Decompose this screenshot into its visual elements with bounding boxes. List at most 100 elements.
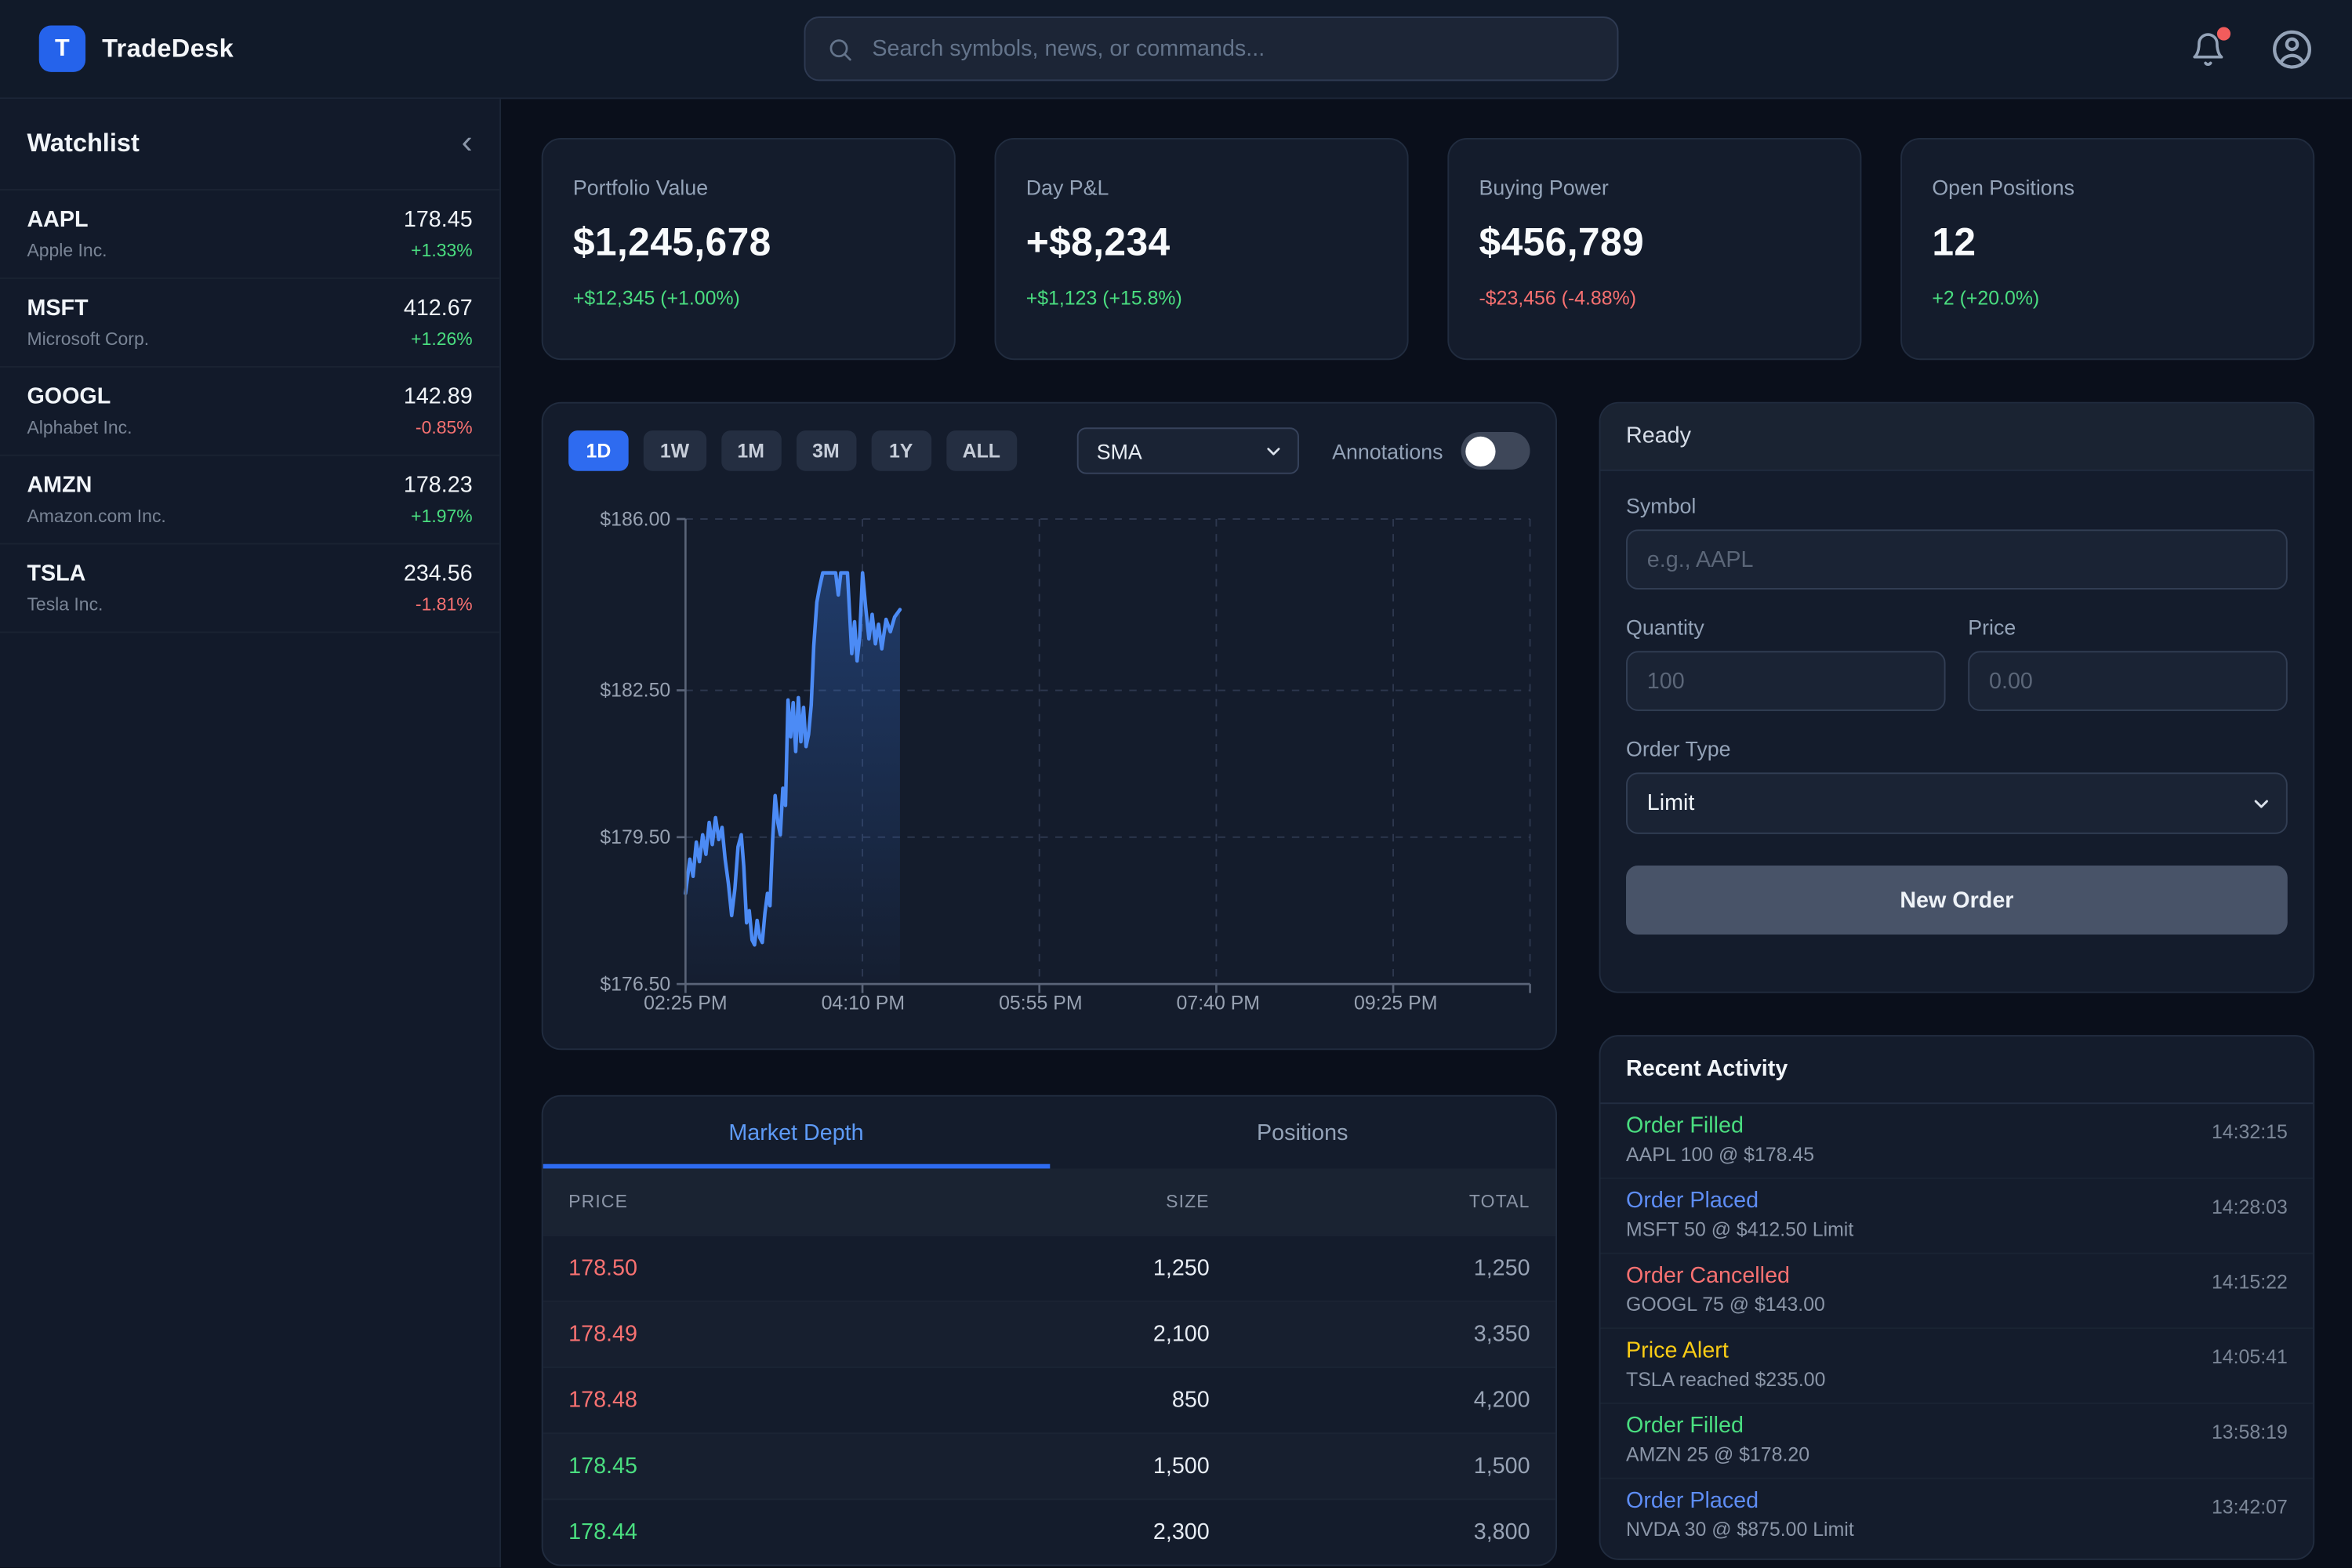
depth-size: 2,100 bbox=[1152, 1321, 1210, 1348]
depth-price: 178.49 bbox=[568, 1321, 637, 1348]
activity-detail: AAPL 100 @ $178.45 bbox=[1626, 1142, 1815, 1166]
price-input[interactable] bbox=[1968, 651, 2288, 711]
activity-detail: TSLA reached $235.00 bbox=[1626, 1367, 1826, 1391]
price-label: Price bbox=[1968, 615, 2016, 640]
depth-size: 2,300 bbox=[1152, 1519, 1210, 1545]
depth-tabs: Market Depth Positions bbox=[543, 1097, 1555, 1169]
depth-table-header: PRICE SIZE TOTAL bbox=[543, 1168, 1556, 1235]
symbol-input[interactable] bbox=[1626, 529, 2288, 590]
indicator-select[interactable]: SMA bbox=[1076, 427, 1300, 474]
watchlist-company: Tesla Inc. bbox=[27, 593, 103, 615]
new-order-button[interactable]: New Order bbox=[1626, 865, 2288, 935]
order-type-label: Order Type bbox=[1626, 736, 1731, 761]
watchlist-price: 412.67 bbox=[403, 295, 473, 321]
sidebar-collapse-button[interactable]: ‹ bbox=[461, 122, 473, 161]
timeframe-1y-button[interactable]: 1Y bbox=[870, 430, 931, 471]
activity-item: Order Filled AAPL 100 @ $178.45 14:32:15 bbox=[1600, 1104, 2313, 1178]
tab-positions[interactable]: Positions bbox=[1256, 1120, 1348, 1145]
y-tick-label: $182.50 bbox=[600, 679, 671, 702]
watchlist-header: Watchlist ‹ bbox=[0, 99, 500, 191]
watchlist-company: Apple Inc. bbox=[27, 240, 107, 261]
timeframe-buttons: 1D 1W 1M 3M 1Y ALL bbox=[568, 430, 1018, 471]
depth-row[interactable]: 178.45 1,500 1,500 bbox=[543, 1432, 1556, 1498]
activity-detail: GOOGL 75 @ $143.00 bbox=[1626, 1293, 1825, 1316]
main-content: Portfolio Value $1,245,678 +$12,345 (+1.00… bbox=[501, 99, 2352, 1567]
recent-activity-title: Recent Activity bbox=[1600, 1036, 2314, 1105]
x-tick-label: 07:40 PM bbox=[1176, 991, 1261, 1014]
toggle-knob bbox=[1465, 435, 1496, 466]
stat-change: +$12,345 (+1.00%) bbox=[572, 286, 740, 310]
timeframe-3m-button[interactable]: 3M bbox=[796, 430, 856, 471]
stat-change: +2 (+20.0%) bbox=[1932, 286, 2040, 310]
watchlist-symbol: TSLA bbox=[27, 561, 86, 587]
depth-row[interactable]: 178.50 1,250 1,250 bbox=[543, 1234, 1556, 1301]
chart-controls: 1D 1W 1M 3M 1Y ALL SMA bbox=[568, 427, 1530, 474]
timeframe-1d-button[interactable]: 1D bbox=[568, 430, 629, 471]
depth-total: 3,800 bbox=[1473, 1519, 1530, 1545]
search-input[interactable] bbox=[869, 34, 1597, 64]
watchlist-price: 142.89 bbox=[403, 383, 473, 410]
quantity-input[interactable] bbox=[1626, 651, 1946, 711]
activity-detail: AMZN 25 @ $178.20 bbox=[1626, 1443, 1810, 1466]
price-chart-plot[interactable]: $186.00 $182.50 $179.50 $176.50 bbox=[600, 508, 1531, 995]
tab-market-depth[interactable]: Market Depth bbox=[543, 1097, 1050, 1169]
depth-price: 178.48 bbox=[568, 1387, 637, 1414]
watchlist-company: Amazon.com Inc. bbox=[27, 505, 166, 527]
order-type-select[interactable]: Limit bbox=[1626, 772, 2288, 834]
watchlist-company: Microsoft Corp. bbox=[27, 328, 150, 350]
bell-icon bbox=[2193, 32, 2223, 65]
stat-change: -$23,456 (-4.88%) bbox=[1479, 286, 1636, 310]
stat-label: Day P&L bbox=[1025, 175, 1109, 200]
depth-row[interactable]: 178.49 2,100 3,350 bbox=[543, 1300, 1556, 1367]
activity-type: Order Filled bbox=[1626, 1112, 1744, 1139]
notifications-button[interactable] bbox=[2190, 26, 2231, 67]
stat-value: $1,245,678 bbox=[572, 219, 771, 264]
price-chart-card: 1D 1W 1M 3M 1Y ALL SMA bbox=[541, 401, 1558, 1051]
x-tick-label: 02:25 PM bbox=[644, 991, 728, 1014]
brand: T TradeDesk bbox=[38, 25, 234, 72]
user-avatar-icon bbox=[2273, 29, 2311, 68]
stat-cards: Portfolio Value $1,245,678 +$12,345 (+1.00… bbox=[541, 138, 2315, 361]
column-header-price: PRICE bbox=[568, 1191, 629, 1212]
depth-row[interactable]: 178.44 2,300 3,800 bbox=[543, 1498, 1556, 1564]
activity-type: Order Cancelled bbox=[1626, 1262, 1790, 1289]
indicator-select-wrap: SMA bbox=[1076, 427, 1300, 474]
top-bar: T TradeDesk bbox=[0, 0, 2352, 100]
watchlist-item-googl[interactable]: GOOGL Alphabet Inc. 142.89 -0.85% bbox=[0, 368, 500, 456]
global-search[interactable] bbox=[804, 16, 1620, 82]
recent-activity-card: Recent Activity Order Filled AAPL 100 @ $… bbox=[1599, 1035, 2315, 1560]
depth-price: 178.45 bbox=[568, 1453, 637, 1479]
timeframe-1w-button[interactable]: 1W bbox=[643, 430, 706, 471]
watchlist-symbol: AMZN bbox=[27, 472, 93, 499]
watchlist-item-msft[interactable]: MSFT Microsoft Corp. 412.67 +1.26% bbox=[0, 279, 500, 368]
depth-row[interactable]: 178.48 850 4,200 bbox=[543, 1367, 1556, 1432]
watchlist-items: AAPL Apple Inc. 178.45 +1.33% MSFT Microsoft … bbox=[0, 191, 500, 633]
brand-logo: T bbox=[38, 25, 86, 72]
user-menu-button[interactable] bbox=[2271, 27, 2314, 70]
activity-time: 14:32:15 bbox=[2211, 1120, 2288, 1143]
price-line-chart bbox=[677, 517, 1531, 993]
order-type-select-wrap: Limit bbox=[1626, 772, 2288, 834]
activity-type: Order Placed bbox=[1626, 1188, 1759, 1214]
watchlist-change: +1.26% bbox=[411, 328, 473, 350]
watchlist-item-amzn[interactable]: AMZN Amazon.com Inc. 178.23 +1.97% bbox=[0, 456, 500, 545]
depth-total: 1,500 bbox=[1473, 1453, 1530, 1479]
order-form-card: Ready Symbol Quantity Price bbox=[1599, 401, 2315, 993]
stat-value: 12 bbox=[1932, 219, 1976, 264]
symbol-label: Symbol bbox=[1626, 493, 1697, 518]
x-tick-label: 05:55 PM bbox=[999, 991, 1083, 1014]
activity-time: 14:05:41 bbox=[2211, 1345, 2288, 1368]
watchlist-change: -1.81% bbox=[415, 593, 473, 615]
watchlist-change: -0.85% bbox=[415, 416, 473, 438]
watchlist-item-aapl[interactable]: AAPL Apple Inc. 178.45 +1.33% bbox=[0, 191, 500, 279]
x-tick-label: 09:25 PM bbox=[1354, 991, 1438, 1014]
stat-label: Open Positions bbox=[1932, 175, 2075, 200]
timeframe-1m-button[interactable]: 1M bbox=[720, 430, 781, 471]
annotations-toggle[interactable] bbox=[1461, 432, 1530, 470]
depth-size: 850 bbox=[1171, 1387, 1210, 1414]
stat-card-open-positions: Open Positions 12 +2 (+20.0%) bbox=[1900, 138, 2315, 361]
timeframe-all-button[interactable]: ALL bbox=[946, 430, 1018, 471]
watchlist-item-tsla[interactable]: TSLA Tesla Inc. 234.56 -1.81% bbox=[0, 545, 500, 633]
y-tick-label: $176.50 bbox=[600, 972, 671, 996]
depth-price: 178.44 bbox=[568, 1519, 637, 1545]
